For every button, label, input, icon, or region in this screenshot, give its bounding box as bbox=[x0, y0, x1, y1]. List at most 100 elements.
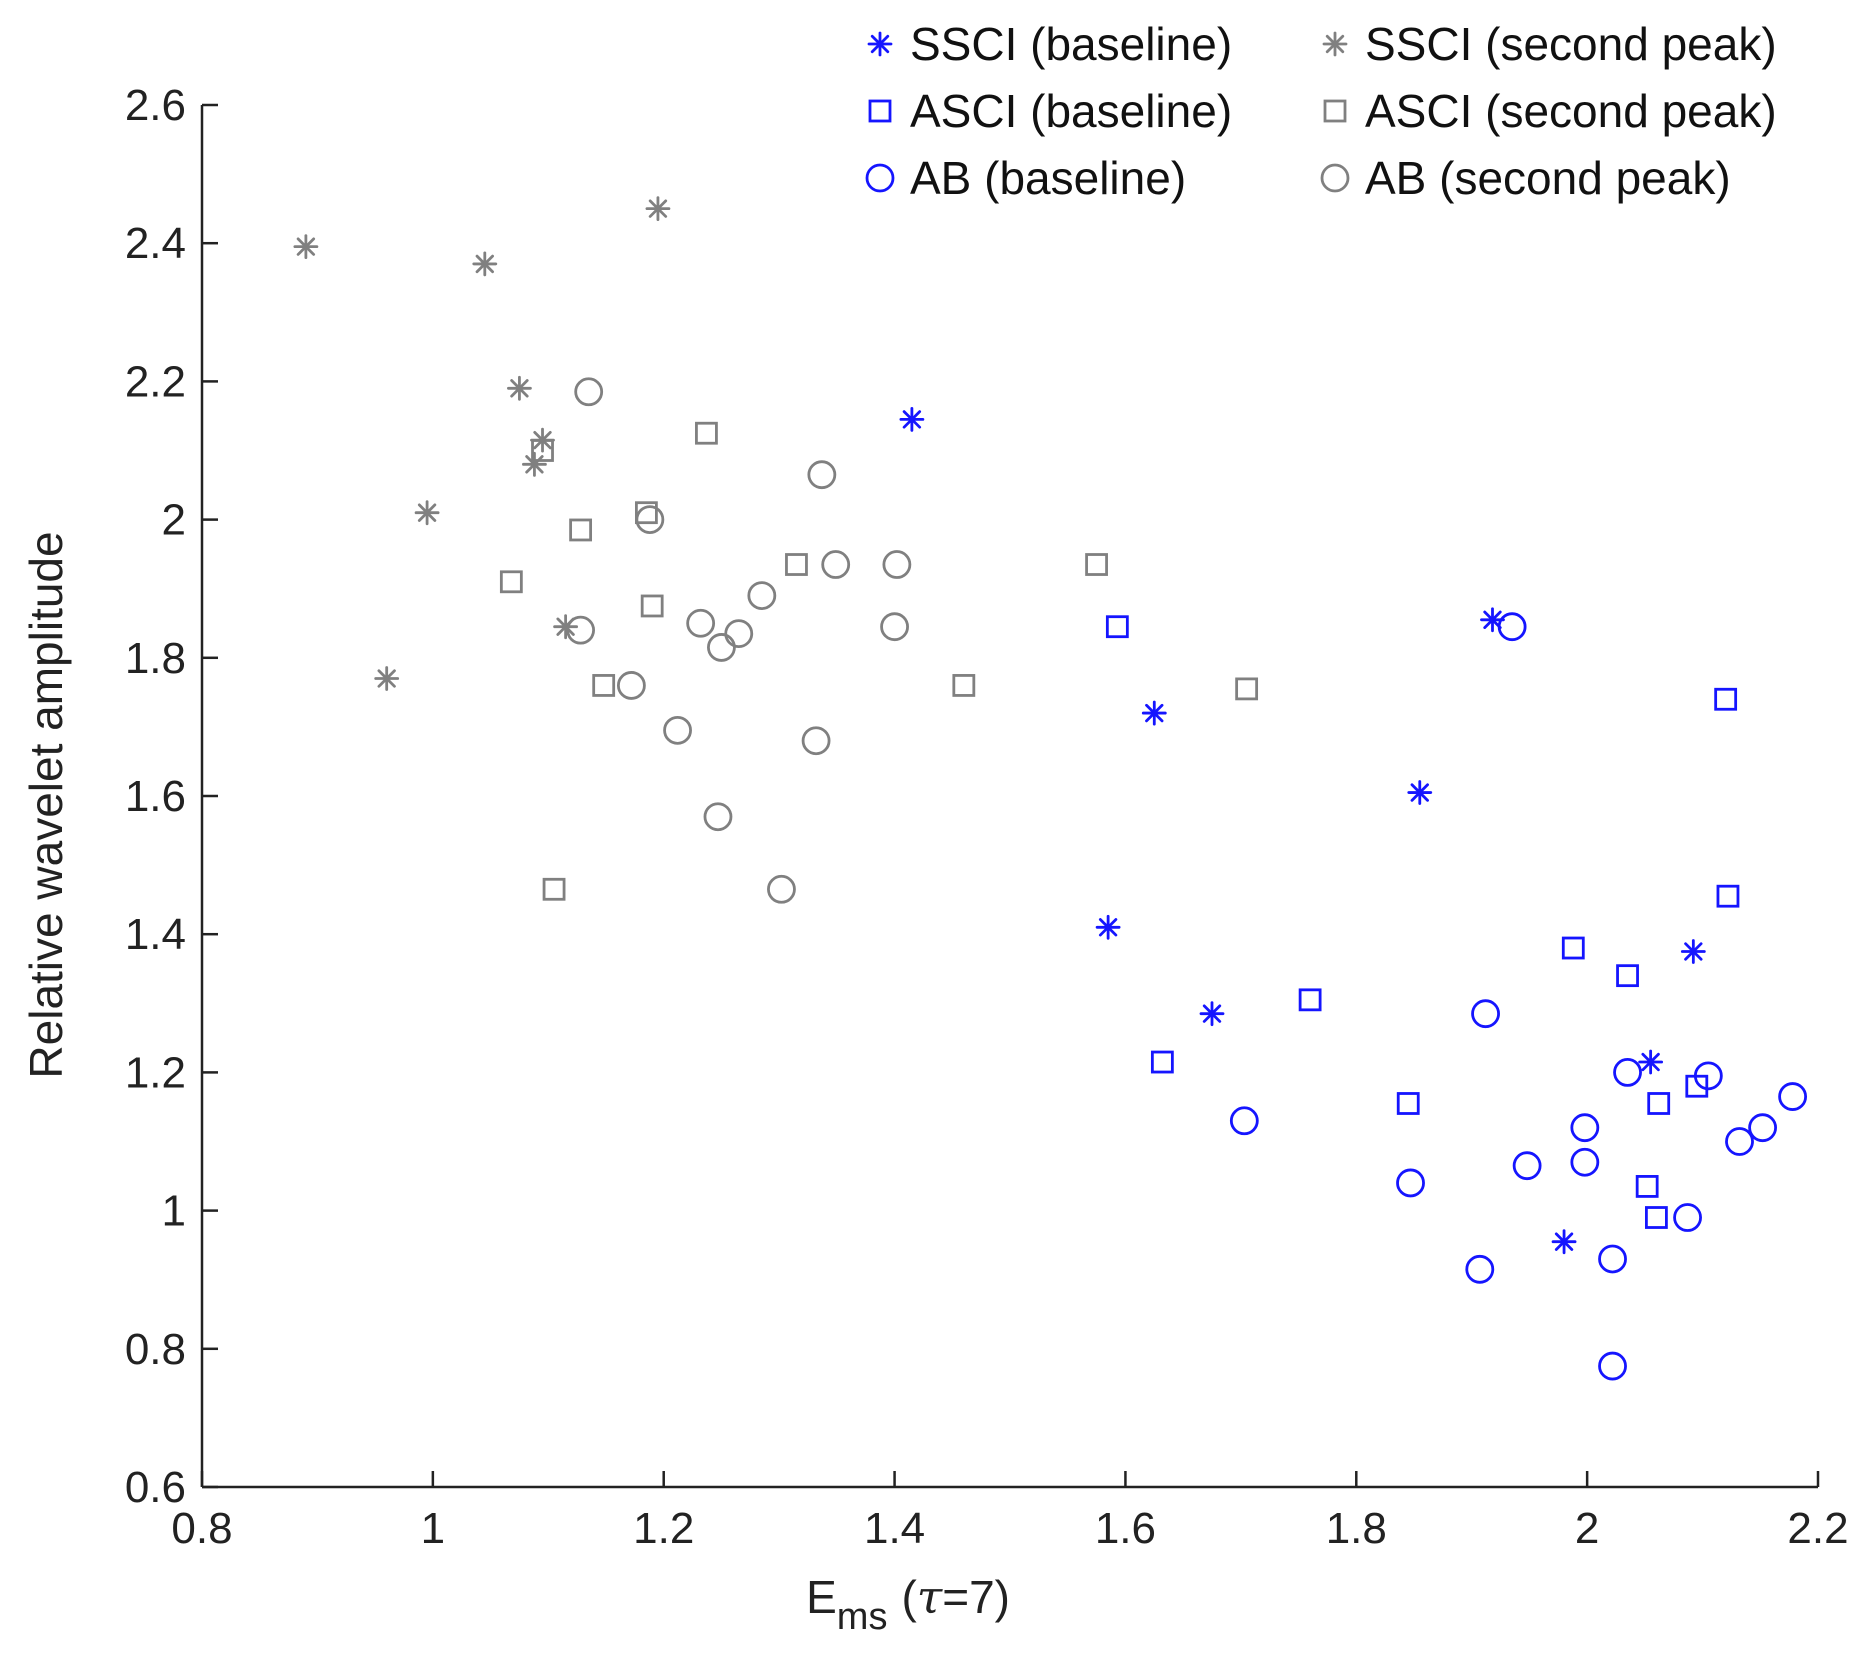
data-point-ssci-second-peak bbox=[414, 500, 440, 526]
data-point-ab-baseline bbox=[1512, 1151, 1542, 1181]
data-point-asci-second-peak bbox=[635, 501, 658, 525]
x-axis-label-main: E bbox=[806, 1571, 837, 1623]
data-point-ssci-baseline bbox=[1095, 914, 1121, 940]
data-point-asci-baseline bbox=[1714, 687, 1738, 711]
legend-item-asci-second-peak: ASCI (second peak) bbox=[1323, 85, 1777, 137]
data-point-ab-baseline bbox=[1613, 1058, 1642, 1087]
legend-item-ab-baseline: AB (baseline) bbox=[865, 152, 1186, 204]
data-point-ssci-baseline bbox=[899, 407, 925, 432]
y-tick-label: 1.4 bbox=[125, 910, 186, 959]
data-point-ab-baseline bbox=[1598, 1244, 1627, 1274]
legend-label-ab-second-peak: AB (second peak) bbox=[1365, 152, 1731, 204]
data-point-ab-second-peak bbox=[882, 550, 912, 579]
data-point-ab-second-peak bbox=[635, 505, 665, 534]
series-ssci-second-peak bbox=[293, 196, 671, 691]
data-point-ab-baseline bbox=[1725, 1127, 1754, 1156]
data-point-asci-second-peak bbox=[592, 674, 616, 697]
data-point-asci-second-peak bbox=[640, 594, 664, 618]
data-point-ab-second-peak bbox=[574, 377, 604, 407]
data-point-ssci-baseline bbox=[1551, 1229, 1577, 1255]
y-tick-label: 1.8 bbox=[125, 634, 186, 683]
data-point-ssci-baseline bbox=[1141, 700, 1167, 726]
data-point-ssci-baseline bbox=[1407, 780, 1433, 805]
x-tick-label: 2.2 bbox=[1787, 1504, 1848, 1553]
data-point-asci-baseline bbox=[1150, 1050, 1174, 1074]
legend-label-asci-baseline: ASCI (baseline) bbox=[910, 85, 1232, 137]
data-point-asci-baseline bbox=[1396, 1092, 1420, 1115]
y-tick-label: 1.2 bbox=[125, 1048, 186, 1097]
data-point-asci-baseline bbox=[1685, 1074, 1709, 1098]
data-point-asci-second-peak bbox=[531, 439, 554, 462]
data-point-ab-second-peak bbox=[663, 715, 692, 745]
data-point-asci-baseline bbox=[1645, 1206, 1668, 1229]
legend-item-ab-second-peak: AB (second peak) bbox=[1320, 152, 1731, 204]
data-point-ab-second-peak bbox=[703, 802, 733, 832]
data-point-ab-baseline bbox=[1396, 1168, 1425, 1198]
series-asci-baseline bbox=[1105, 615, 1740, 1229]
x-tick-label: 2 bbox=[1575, 1504, 1599, 1553]
x-axis-label-subscript: ms bbox=[837, 1596, 888, 1638]
data-point-ab-second-peak bbox=[707, 633, 736, 662]
data-point-ssci-second-peak bbox=[507, 375, 532, 401]
x-tick-label: 1.8 bbox=[1326, 1504, 1387, 1553]
data-point-ssci-second-peak bbox=[374, 666, 400, 691]
x-axis-label-tau: τ bbox=[917, 1570, 944, 1624]
data-point-ab-baseline bbox=[1497, 612, 1527, 642]
y-tick-label: 2.4 bbox=[125, 219, 186, 268]
data-point-asci-baseline bbox=[1105, 615, 1129, 639]
plot-axes: 0.8 1 1.2 1.4 1.6 1.8 2 2.20.60.811.21.41.61.82… bbox=[125, 81, 1849, 1553]
data-point-ab-baseline bbox=[1229, 1106, 1259, 1136]
y-tick-label: 2.2 bbox=[125, 357, 186, 406]
legend-item-ssci-baseline: SSCI (baseline) bbox=[867, 18, 1232, 70]
data-point-asci-second-peak bbox=[1235, 677, 1259, 701]
x-axis-label: Ems (τ=7) bbox=[806, 1570, 1010, 1638]
data-point-asci-baseline bbox=[1616, 964, 1639, 988]
data-point-asci-second-peak bbox=[542, 877, 566, 901]
legend-label-asci-second-peak: ASCI (second peak) bbox=[1365, 85, 1777, 137]
y-tick-label: 2.6 bbox=[125, 81, 186, 130]
data-point-ssci-second-peak bbox=[645, 196, 671, 222]
data-point-asci-baseline bbox=[1298, 988, 1322, 1012]
legend-label-ssci-baseline: SSCI (baseline) bbox=[910, 18, 1232, 70]
x-axis-label-rest: =7) bbox=[942, 1571, 1010, 1623]
legend-marker-ssci-second-peak bbox=[1322, 31, 1348, 57]
data-point-asci-second-peak bbox=[499, 570, 523, 594]
data-point-asci-second-peak bbox=[695, 421, 718, 445]
data-point-asci-baseline bbox=[1561, 936, 1585, 960]
legend-marker-asci-second-peak bbox=[1323, 99, 1347, 123]
data-point-ab-second-peak bbox=[801, 726, 831, 756]
data-point-asci-second-peak bbox=[569, 518, 593, 542]
x-tick-label: 1.4 bbox=[864, 1504, 925, 1553]
data-point-ab-second-peak bbox=[616, 671, 646, 700]
legend-label-ssci-second-peak: SSCI (second peak) bbox=[1365, 18, 1777, 70]
svg-text:Ems(τ=7): Ems (τ=7) bbox=[806, 1570, 1010, 1638]
data-point-ab-second-peak bbox=[566, 615, 596, 645]
data-point-ab-baseline bbox=[1693, 1061, 1723, 1091]
legend-item-ssci-second-peak: SSCI (second peak) bbox=[1322, 18, 1777, 70]
x-tick-label: 1.2 bbox=[633, 1504, 694, 1553]
data-point-asci-second-peak bbox=[952, 674, 976, 697]
legend-label-ab-baseline: AB (baseline) bbox=[910, 152, 1186, 204]
legend-marker-ab-baseline bbox=[865, 163, 895, 193]
x-tick-label: 0.8 bbox=[171, 1504, 232, 1553]
series-ab-second-peak bbox=[566, 377, 912, 904]
data-point-ab-baseline bbox=[1598, 1351, 1627, 1381]
data-point-ab-baseline bbox=[1748, 1113, 1777, 1143]
data-point-ssci-second-peak bbox=[293, 234, 319, 260]
series-ab-baseline bbox=[1229, 612, 1808, 1381]
data-point-ab-baseline bbox=[1673, 1203, 1702, 1232]
y-tick-label: 0.8 bbox=[125, 1325, 186, 1374]
data-point-ab-second-peak bbox=[724, 619, 754, 649]
data-point-ab-baseline bbox=[1471, 999, 1500, 1029]
legend: SSCI (baseline) SSCI (second peak) ASCI (b… bbox=[865, 18, 1777, 204]
legend-marker-ssci-baseline bbox=[867, 31, 893, 57]
data-point-asci-second-peak bbox=[1085, 553, 1108, 576]
data-point-ab-second-peak bbox=[807, 460, 837, 490]
y-tick-label: 1.6 bbox=[125, 772, 186, 821]
data-point-ssci-baseline bbox=[1680, 939, 1706, 964]
series-ssci-baseline bbox=[899, 407, 1706, 1255]
data-point-ssci-baseline bbox=[1638, 1049, 1664, 1075]
data-point-ab-second-peak bbox=[880, 612, 909, 642]
x-tick-label: 1 bbox=[421, 1504, 445, 1553]
data-point-ab-baseline bbox=[1465, 1254, 1495, 1284]
